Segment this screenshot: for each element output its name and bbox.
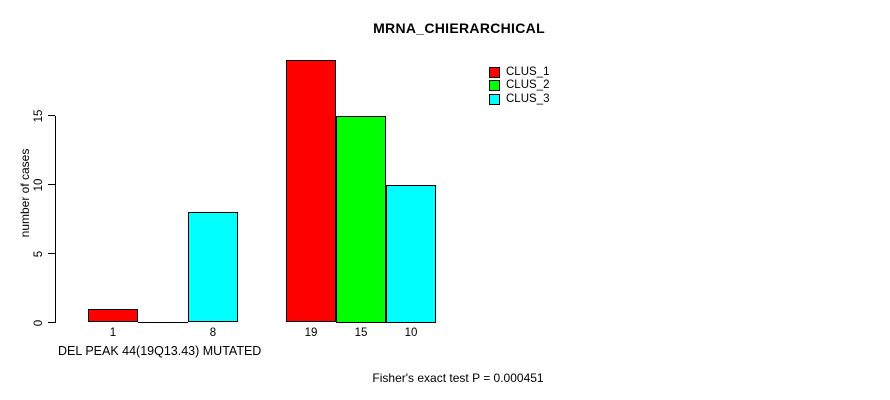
legend-item-clus_2: CLUS_2 — [489, 79, 550, 91]
bar-value-label-clus_3-group1: 8 — [209, 327, 217, 339]
bar-value-label-clus_3-group2: 10 — [404, 327, 418, 339]
bar-value-label-clus_1-group1: 1 — [109, 327, 117, 339]
bar-clus_2-group1-zero — [138, 321, 188, 323]
chart-title: MRNA_CHIERARCHICAL — [373, 20, 545, 36]
y-tick-label-0: 0 — [33, 319, 45, 326]
legend-label-clus_1: CLUS_1 — [506, 65, 550, 78]
y-tick-10 — [48, 184, 55, 185]
legend-item-clus_1: CLUS_1 — [489, 65, 550, 78]
legend-swatch-clus_3 — [489, 93, 500, 105]
bar-clus_3-group2 — [386, 184, 436, 323]
legend-swatch-clus_2 — [489, 80, 500, 91]
y-tick-label-5: 5 — [33, 250, 45, 257]
legend-label-clus_2: CLUS_2 — [506, 79, 550, 91]
y-tick-label-15: 15 — [33, 109, 45, 122]
y-tick-15 — [48, 115, 55, 116]
bar-value-label-clus_1-group2: 19 — [304, 327, 318, 339]
bar-clus_2-group2 — [336, 115, 386, 323]
y-tick-0 — [48, 322, 55, 323]
legend-item-clus_3: CLUS_3 — [489, 92, 550, 105]
legend-swatch-clus_1 — [489, 66, 500, 78]
y-axis-label: number of cases — [18, 148, 32, 238]
bar-clus_1-group2 — [286, 60, 336, 323]
y-tick-5 — [48, 253, 55, 254]
fisher-test-annotation: Fisher's exact test P = 0.000451 — [372, 371, 544, 385]
y-axis-line — [55, 115, 56, 323]
bar-clus_3-group1 — [188, 212, 238, 323]
bar-clus_1-group1 — [88, 308, 138, 323]
x-axis-label: DEL PEAK 44(19Q13.43) MUTATED — [58, 344, 262, 358]
y-tick-label-10: 10 — [33, 178, 45, 191]
legend-label-clus_3: CLUS_3 — [506, 92, 550, 105]
bar-value-label-clus_2-group2: 15 — [354, 327, 368, 339]
